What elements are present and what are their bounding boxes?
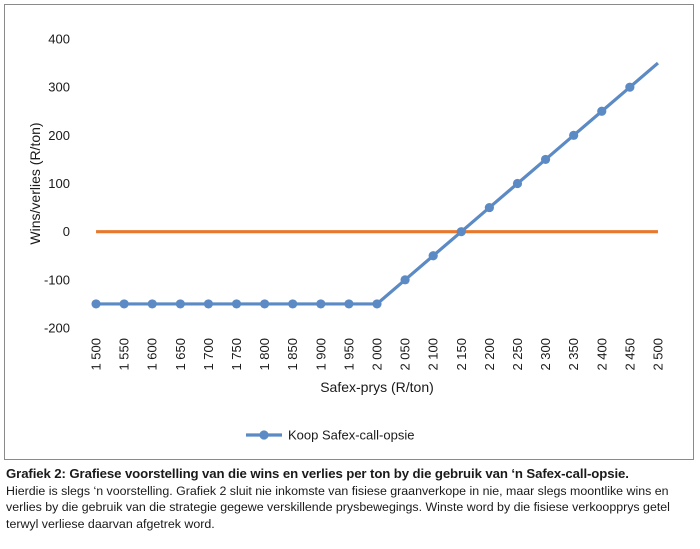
x-tick-label: 2 100 bbox=[426, 338, 441, 371]
data-point bbox=[569, 130, 579, 140]
y-axis-title: Wins/verlies (R/ton) bbox=[27, 122, 43, 244]
x-tick-label: 2 350 bbox=[566, 338, 581, 371]
data-point bbox=[400, 275, 410, 285]
x-tick-label: 2 450 bbox=[622, 338, 637, 371]
y-tick-label: 200 bbox=[48, 128, 70, 143]
x-tick-label: 1 900 bbox=[313, 338, 328, 371]
data-point bbox=[597, 106, 607, 116]
x-tick-label: 1 950 bbox=[341, 338, 356, 371]
data-point bbox=[512, 178, 523, 189]
call-option-line bbox=[96, 61, 659, 306]
x-tick-label: 2 500 bbox=[650, 338, 665, 371]
data-point bbox=[428, 251, 438, 261]
x-tick-label: 1 750 bbox=[229, 338, 244, 371]
x-axis-title: Safex-prys (R/ton) bbox=[320, 379, 434, 395]
legend-marker bbox=[259, 430, 269, 440]
y-tick-label: -200 bbox=[44, 321, 70, 336]
x-tick-label: 2 300 bbox=[538, 338, 553, 371]
x-tick-label: 2 150 bbox=[454, 338, 469, 371]
data-point bbox=[625, 82, 635, 92]
y-tick-label: 400 bbox=[48, 32, 70, 47]
data-point bbox=[288, 299, 298, 309]
x-tick-label: 1 700 bbox=[201, 338, 216, 371]
data-point bbox=[344, 299, 354, 309]
data-point bbox=[260, 299, 270, 309]
x-tick-label: 1 650 bbox=[173, 338, 188, 371]
data-point bbox=[231, 299, 242, 309]
data-point bbox=[372, 299, 382, 309]
x-tick-label: 1 850 bbox=[285, 338, 300, 371]
data-point bbox=[119, 299, 129, 309]
data-point bbox=[91, 299, 101, 309]
data-point bbox=[456, 227, 466, 237]
x-tick-label: 2 000 bbox=[370, 338, 385, 371]
data-point bbox=[484, 202, 494, 213]
y-tick-label: 300 bbox=[48, 80, 70, 95]
x-tick-label: 2 250 bbox=[510, 338, 525, 371]
data-point bbox=[540, 154, 551, 165]
caption-title: Grafiek 2: Grafiese voorstelling van die… bbox=[6, 466, 629, 481]
x-tick-label: 2 050 bbox=[398, 338, 413, 371]
legend-label: Koop Safex-call-opsie bbox=[288, 428, 414, 443]
x-tick-label: 1 550 bbox=[117, 338, 132, 371]
x-tick-label: 1 600 bbox=[145, 338, 160, 371]
x-tick-label: 1 500 bbox=[89, 338, 104, 371]
y-tick-label: 0 bbox=[63, 224, 70, 239]
x-tick-label: 2 400 bbox=[594, 338, 609, 371]
figure-caption: Grafiek 2: Grafiese voorstelling van die… bbox=[6, 466, 694, 532]
data-point bbox=[203, 299, 214, 309]
caption-body: Hierdie is slegs ‘n voorstelling. Grafie… bbox=[6, 483, 670, 531]
data-point bbox=[147, 299, 157, 309]
y-tick-label: -100 bbox=[44, 272, 70, 287]
x-tick-label: 1 800 bbox=[257, 338, 272, 371]
y-tick-label: 100 bbox=[48, 176, 70, 191]
data-point bbox=[316, 299, 326, 309]
line-chart: -200 -100 0 100 200 300 400 1 500 1 550 1 600 1 65… bbox=[27, 32, 665, 443]
x-tick-label: 2 200 bbox=[482, 338, 497, 371]
data-point bbox=[175, 299, 185, 309]
